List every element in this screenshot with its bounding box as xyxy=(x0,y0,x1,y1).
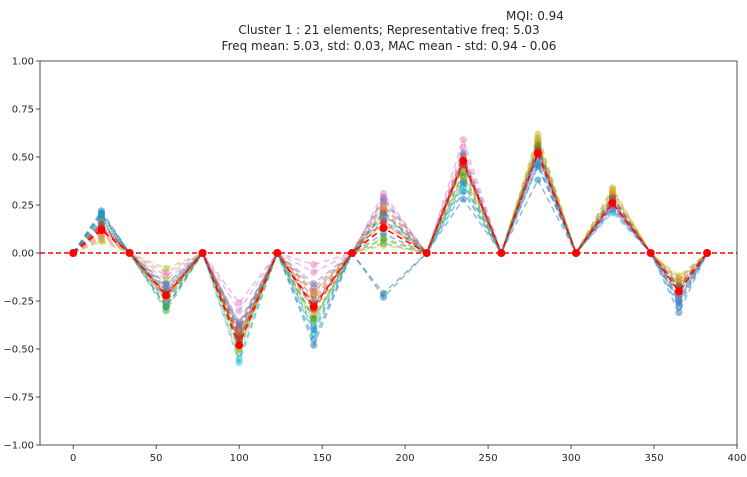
y-tick-label: −1.00 xyxy=(3,441,34,452)
series-20-point xyxy=(379,216,388,224)
series-18-point xyxy=(310,280,318,288)
y-tick-label: 1.00 xyxy=(12,57,34,68)
series-15-point xyxy=(459,178,467,186)
representative-point xyxy=(533,149,542,158)
series-0-point xyxy=(310,341,318,349)
series-18-point xyxy=(235,320,243,328)
representative-point xyxy=(235,341,244,350)
x-tick-label: 400 xyxy=(727,453,746,464)
representative-point xyxy=(379,224,388,232)
series-18-point xyxy=(675,295,683,303)
representative-point xyxy=(125,249,134,257)
series-15-point xyxy=(534,161,542,169)
series-17-point xyxy=(162,303,170,311)
representative-point xyxy=(572,249,580,257)
y-tick-label: 0.50 xyxy=(12,153,34,164)
x-tick-label: 100 xyxy=(230,453,249,464)
y-tick-label: 0.25 xyxy=(12,201,34,212)
x-tick-label: 50 xyxy=(150,453,163,464)
series-15-point xyxy=(97,211,105,219)
x-tick-label: 350 xyxy=(644,453,663,464)
series-18-point xyxy=(459,149,467,157)
representative-point xyxy=(674,287,683,296)
y-tick-label: −0.50 xyxy=(3,345,34,356)
series-0-point xyxy=(675,308,683,317)
representative-point xyxy=(459,156,468,165)
series-17-point xyxy=(379,236,388,244)
series-17-point xyxy=(310,314,318,322)
series-12-point xyxy=(97,236,105,244)
series-8-point xyxy=(459,143,467,151)
series-15-point xyxy=(310,326,318,334)
series-7-point xyxy=(459,136,467,144)
y-tick-label: −0.75 xyxy=(3,393,34,404)
representative-point xyxy=(608,199,617,208)
series-3-line xyxy=(72,139,708,352)
mqi-label: MQI: 0.94 xyxy=(506,9,564,23)
series-19-point xyxy=(379,209,388,217)
representative-point xyxy=(348,249,356,257)
representative-point xyxy=(703,249,712,257)
series-8-point xyxy=(310,268,318,276)
series-11-point xyxy=(379,241,388,249)
series-16-point xyxy=(310,289,318,297)
x-tick-label: 250 xyxy=(479,453,498,464)
representative-point xyxy=(198,249,207,257)
chart-subtitle: Freq mean: 5.03, std: 0.03, MAC mean - s… xyxy=(222,39,557,53)
series-1-point xyxy=(310,335,318,343)
x-tick-label: 300 xyxy=(562,453,581,464)
chart-title: Cluster 1 : 21 elements; Representative … xyxy=(238,23,539,37)
representative-point xyxy=(273,249,282,257)
y-tick-label: −0.25 xyxy=(3,297,34,308)
representative-point xyxy=(69,249,78,257)
representative-point xyxy=(162,291,171,300)
series-7-point xyxy=(310,260,318,269)
axes-layer: 0 50 100 150 200 250 300 350 400 −1.00 −0.75 −0.50 −… xyxy=(3,57,746,465)
representative-point xyxy=(646,249,655,257)
series-16-point xyxy=(379,203,388,211)
series-11-point xyxy=(534,130,542,138)
series-11-point xyxy=(162,264,170,272)
series-8-point xyxy=(235,307,243,315)
series-11 xyxy=(69,130,711,357)
series-0-point xyxy=(459,195,467,203)
y-tick-label: 0.00 xyxy=(12,249,34,260)
representative-line xyxy=(72,151,708,348)
series-0-point xyxy=(534,176,542,184)
series-18-point xyxy=(162,282,170,290)
series-20-point xyxy=(235,335,243,343)
representative-point xyxy=(97,226,106,234)
x-tick-label: 200 xyxy=(396,453,415,464)
y-tick-label: 0.75 xyxy=(12,105,34,116)
x-tick-label: 150 xyxy=(313,453,332,464)
representative-series xyxy=(69,149,712,350)
series-14-point xyxy=(235,355,243,363)
series-11-line xyxy=(72,131,708,355)
series-18-point xyxy=(379,193,388,201)
series-19-point xyxy=(608,193,617,201)
series-15-point xyxy=(379,230,388,238)
representative-point xyxy=(497,249,506,257)
series-18-point xyxy=(608,205,617,213)
x-tick-label: 0 xyxy=(70,453,76,464)
series-7-point xyxy=(235,299,243,307)
series-layer xyxy=(40,130,737,366)
series-1-point xyxy=(379,289,388,297)
series-3 xyxy=(69,138,711,353)
representative-point xyxy=(422,249,431,257)
representative-point xyxy=(309,302,318,311)
